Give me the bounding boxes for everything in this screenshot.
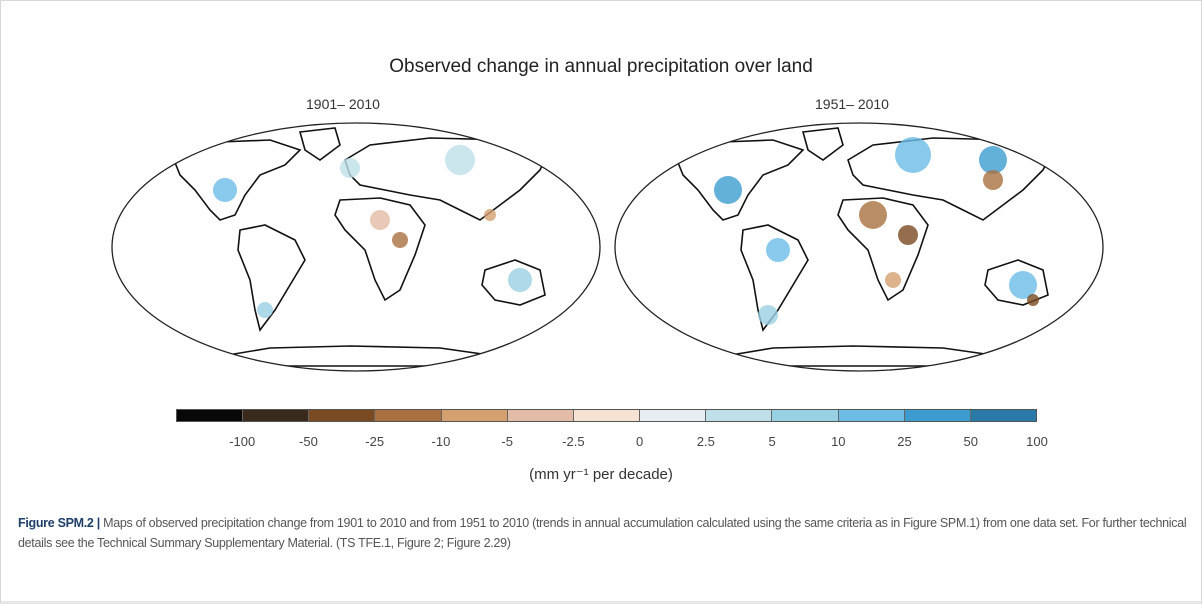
- map-period-left: 1901– 2010: [306, 96, 380, 112]
- colorbar-tick: 25: [897, 434, 912, 449]
- colorbar-tick: 0: [635, 434, 644, 449]
- colorbar-bin: [177, 410, 244, 421]
- continent-africa: [837, 197, 929, 302]
- colorbar-bin: [904, 410, 971, 421]
- trend-patch: [859, 201, 887, 229]
- continent-namerica: [168, 139, 302, 221]
- trend-patch: [714, 176, 742, 204]
- colorbar-bin: [309, 410, 376, 421]
- colorbar-tick: -5: [501, 434, 513, 449]
- colorbar-bin: [970, 410, 1037, 421]
- trend-patch: [983, 170, 1003, 190]
- trend-patch: [340, 158, 360, 178]
- trend-patch: [392, 232, 408, 248]
- figure-caption: Figure SPM.2 | Maps of observed precipit…: [18, 513, 1188, 553]
- caption-label: Figure SPM.2 |: [18, 516, 100, 530]
- continent-greenland: [801, 127, 844, 161]
- trend-patch: [895, 137, 931, 173]
- trend-patch: [898, 225, 918, 245]
- continent-samerica: [237, 224, 306, 332]
- colorbar-tick: -10: [431, 434, 451, 449]
- figure-title: Observed change in annual precipitation …: [389, 56, 813, 77]
- trend-patch: [508, 268, 532, 292]
- continent-greenland: [298, 127, 341, 161]
- continent-africa: [334, 197, 426, 302]
- caption-text: Maps of observed precipitation change fr…: [18, 516, 1187, 550]
- map-1901-2010: [111, 122, 601, 372]
- colorbar-bin: [640, 410, 707, 421]
- trend-patch: [1027, 294, 1039, 306]
- colorbar-bin: [441, 410, 508, 421]
- colorbar-tick: 10: [831, 434, 846, 449]
- map-outline: [111, 122, 601, 372]
- continent-namerica: [671, 139, 805, 221]
- trend-patch: [370, 210, 390, 230]
- colorbar-tick: 2.5: [696, 434, 715, 449]
- trend-patch: [484, 209, 496, 221]
- map-period-right: 1951– 2010: [815, 96, 889, 112]
- map-1951-2010: [614, 122, 1104, 372]
- colorbar-tick: 5: [768, 434, 776, 449]
- trend-patch: [257, 302, 273, 318]
- colorbar-bin: [507, 410, 574, 421]
- colorbar-tick: 50: [963, 434, 978, 449]
- colorbar-tick: -50: [299, 434, 318, 449]
- colorbar-tick: -2.5: [562, 434, 585, 449]
- trend-patch: [758, 305, 778, 325]
- colorbar-bin: [838, 410, 905, 421]
- colorbar-tick: -100: [229, 434, 256, 449]
- continent-samerica: [740, 224, 809, 332]
- colorbar-tick: -25: [365, 434, 385, 449]
- colorbar-bin: [772, 410, 839, 421]
- colorbar-bin: [573, 410, 641, 421]
- map-outline: [614, 122, 1104, 372]
- colorbar-bin: [706, 410, 773, 421]
- colorbar-bin: [375, 410, 442, 421]
- trend-patch: [1009, 271, 1037, 299]
- colorbar: [176, 409, 1037, 422]
- colorbar-tick: 100: [1026, 434, 1048, 449]
- trend-patch: [213, 178, 237, 202]
- trend-patch: [885, 272, 901, 288]
- colorbar-bin: [243, 410, 310, 421]
- trend-patch: [445, 145, 475, 175]
- trend-patch: [766, 238, 790, 262]
- colorbar-unit: (mm yr⁻¹ per decade): [529, 466, 673, 483]
- trend-patch: [979, 146, 1007, 174]
